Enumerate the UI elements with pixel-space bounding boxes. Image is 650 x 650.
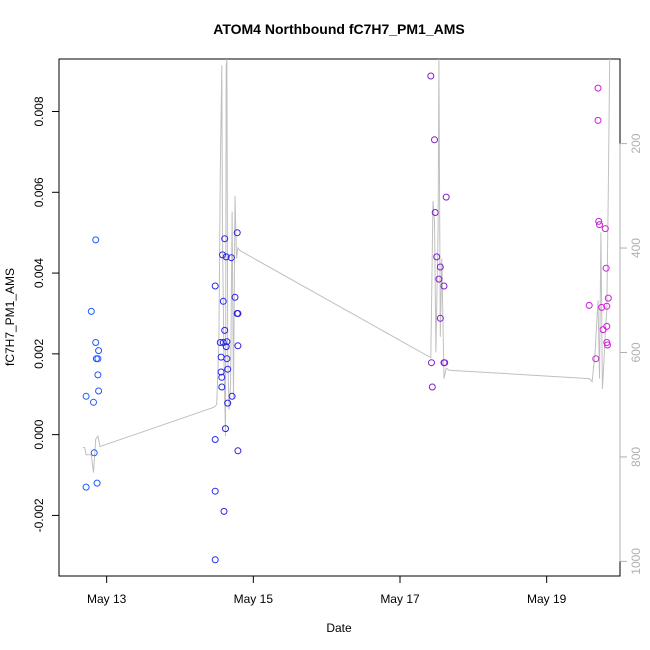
data-point xyxy=(94,355,102,363)
data-point xyxy=(604,341,611,349)
data-point xyxy=(219,251,226,259)
scatter-points-group xyxy=(82,72,612,564)
data-point xyxy=(92,236,100,244)
data-point xyxy=(211,556,219,564)
y2-tick-label: 600 xyxy=(629,342,643,362)
data-point xyxy=(603,302,611,310)
y-axis-label: fC7H7_PM1_AMS xyxy=(3,268,17,366)
data-point xyxy=(442,193,450,201)
y2-tick-label: 400 xyxy=(629,238,643,258)
y2-axis: 200 400 600 800 1000 xyxy=(619,133,643,575)
data-point xyxy=(218,373,226,381)
y-tick-label: 0.002 xyxy=(32,339,46,369)
data-point xyxy=(440,282,448,290)
x-axis: May 13 May 15 May 17 May 19 xyxy=(87,575,567,606)
data-point xyxy=(211,487,219,495)
x-tick-label: May 13 xyxy=(87,592,127,606)
data-point xyxy=(227,254,235,262)
x-tick-label: May 15 xyxy=(234,592,274,606)
data-point xyxy=(603,322,611,330)
data-point xyxy=(217,353,225,361)
data-point xyxy=(220,507,228,515)
data-point xyxy=(431,136,438,144)
y2-tick-label: 1000 xyxy=(629,548,643,575)
data-point xyxy=(211,282,219,290)
data-point xyxy=(222,343,230,351)
y-tick-label: 0.008 xyxy=(32,96,46,126)
data-point xyxy=(594,116,602,124)
data-point xyxy=(436,263,444,271)
y-axis: -0.002 0.000 0.002 0.004 0.006 0.008 xyxy=(32,96,60,532)
plot-frame xyxy=(58,58,621,577)
data-point xyxy=(233,229,241,237)
data-point xyxy=(82,483,90,491)
data-point xyxy=(221,326,229,334)
data-point xyxy=(433,253,441,261)
data-point xyxy=(598,303,606,311)
data-point xyxy=(436,314,444,322)
y2-series-line-group xyxy=(83,58,611,473)
data-point xyxy=(93,479,101,487)
data-point xyxy=(224,399,232,407)
data-point xyxy=(595,217,603,225)
data-point xyxy=(231,293,239,301)
data-point xyxy=(224,365,232,373)
data-point xyxy=(94,371,102,379)
data-point xyxy=(596,221,603,229)
data-point xyxy=(594,84,602,92)
data-point xyxy=(585,301,593,309)
data-point xyxy=(234,342,242,350)
data-point xyxy=(95,347,103,355)
data-point xyxy=(427,72,435,80)
data-point xyxy=(602,264,610,272)
data-point xyxy=(211,436,219,443)
data-point xyxy=(92,339,100,346)
data-point xyxy=(234,310,242,317)
chart-title: ATOM4 Northbound fC7H7_PM1_AMS xyxy=(213,21,465,37)
data-point xyxy=(604,294,612,302)
data-point xyxy=(428,383,436,391)
data-point xyxy=(428,359,435,367)
y2-tick-label: 800 xyxy=(629,447,643,467)
data-point xyxy=(216,339,224,346)
data-point xyxy=(441,359,449,367)
data-point xyxy=(222,253,230,261)
data-point xyxy=(95,387,103,395)
y-tick-label: 0.006 xyxy=(32,177,46,207)
data-point xyxy=(223,355,231,363)
x-tick-label: May 19 xyxy=(527,592,567,606)
data-point xyxy=(219,297,227,305)
y-tick-label: 0.004 xyxy=(32,258,46,288)
data-point xyxy=(223,338,231,346)
x-tick-label: May 17 xyxy=(380,592,420,606)
data-point xyxy=(218,383,226,391)
data-point xyxy=(221,235,229,243)
data-point xyxy=(435,275,443,283)
data-point xyxy=(82,392,90,400)
data-point xyxy=(217,368,225,376)
data-point xyxy=(234,447,242,455)
y2-series-line xyxy=(83,58,611,473)
data-point xyxy=(228,392,236,400)
data-point xyxy=(222,425,229,433)
x-axis-label: Date xyxy=(326,621,352,635)
data-point xyxy=(592,355,600,363)
data-point xyxy=(601,225,609,233)
data-point xyxy=(87,307,95,315)
y-tick-label: 0.000 xyxy=(32,419,46,449)
y-tick-label: -0.002 xyxy=(32,498,46,532)
data-point xyxy=(90,398,97,406)
data-point xyxy=(431,209,439,216)
y2-tick-label: 200 xyxy=(629,133,643,153)
data-point xyxy=(90,449,98,457)
